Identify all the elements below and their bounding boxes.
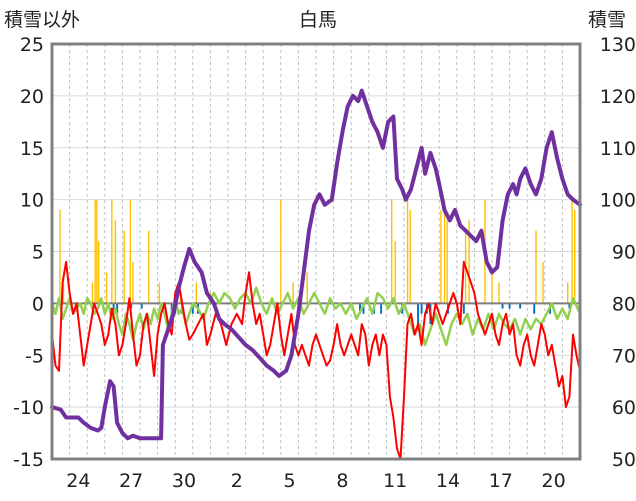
x-tick-label: 5 [284,470,296,492]
precip-bar [446,220,448,304]
right-tick-label: 130 [600,34,636,56]
snow_change-bar [130,303,133,309]
precip-bar [498,282,500,304]
x-axis-ticks: 24 27 30 2 5 8 11 14 17 20 [66,470,565,492]
left-axis-label: 積雪以外 [4,9,80,31]
precip-bar [491,272,493,304]
x-tick-label: 14 [436,470,460,492]
snow_change-bar [420,303,423,314]
x-tick-label: 30 [172,470,196,492]
precip-bar [123,230,125,304]
precip-bar [91,282,94,304]
precip-bar [59,210,61,304]
right-tick-label: 70 [612,345,636,367]
snow_change-bar [462,303,465,314]
x-tick-label: 24 [66,470,90,492]
snow_change-bar [359,303,361,314]
left-tick-label: 25 [20,34,44,56]
right-tick-label: 110 [600,138,636,160]
temperature-line [51,260,581,460]
precip-bar [542,261,544,304]
left-tick-label: 15 [20,138,44,160]
precip-bar [535,230,537,304]
precip-bar [566,282,569,304]
left-tick-label: 0 [32,293,44,315]
right-axis-ticks: 130 120 110 100 90 80 70 60 50 [600,34,636,471]
right-tick-label: 120 [600,86,636,108]
left-tick-label: -15 [13,449,44,471]
x-tick-label: 17 [489,470,513,492]
plot-frame [50,42,582,461]
precip-bar [468,220,470,304]
right-tick-label: 100 [600,190,636,212]
right-axis-label: 積雪 [588,9,626,31]
left-tick-label: 5 [32,242,44,264]
precip-bar [62,282,65,304]
snow_change-bar [519,303,522,309]
precip-bar [306,272,308,304]
precip-bar [148,230,150,304]
snow_change-bar [191,303,194,314]
x-tick-label: 8 [336,470,348,492]
precip-bar [111,199,113,304]
snow_change-bar [508,303,511,309]
precip-bar [129,199,132,304]
precip-bar [114,220,117,304]
precip-bar [571,199,573,304]
precip-bar [195,282,198,304]
precip-bar [94,199,96,304]
left-tick-label: -5 [25,345,44,367]
x-tick-label: 2 [231,470,243,492]
x-tick-label: 11 [383,470,407,492]
snow_change-bar [533,303,536,314]
precip-bar [390,199,393,304]
precip-bar [292,282,294,304]
other-line [50,286,582,347]
snow_change-bar [362,303,365,314]
snow_change-bar [112,303,115,314]
snow_change-bar [140,303,143,309]
precip-bar [574,210,576,304]
precip-bar [394,241,396,304]
precip-bar [280,199,282,304]
left-tick-label: 10 [20,190,44,212]
precip-bar [406,199,409,304]
x-tick-label: 20 [542,470,566,492]
snow_change-bar [568,303,571,309]
right-tick-label: 60 [612,397,636,419]
snow_depth-line [50,88,582,441]
precip-bar [132,261,134,304]
snow_change-bar [380,303,383,314]
precip-bar [105,272,108,304]
snow_change-bar [417,303,420,325]
left-tick-label: 20 [20,86,44,108]
series-layer [50,88,582,460]
precip-bar [440,210,442,304]
precip-bar [443,199,446,304]
x-tick-label: 27 [119,470,143,492]
snow_change-bar [116,303,119,314]
snow_change-bar [501,303,504,309]
right-tick-label: 90 [612,242,636,264]
left-axis-ticks: 25 20 15 10 5 0 -5 -10 -15 [13,34,44,471]
left-tick-label: -10 [13,397,44,419]
precip-bar [97,241,100,304]
right-tick-label: 50 [612,449,636,471]
chart-title: 白馬 [299,9,337,31]
precip-bar [96,199,98,304]
precip-bar [409,210,411,304]
precip-bar [158,282,161,304]
right-tick-label: 80 [612,293,636,315]
